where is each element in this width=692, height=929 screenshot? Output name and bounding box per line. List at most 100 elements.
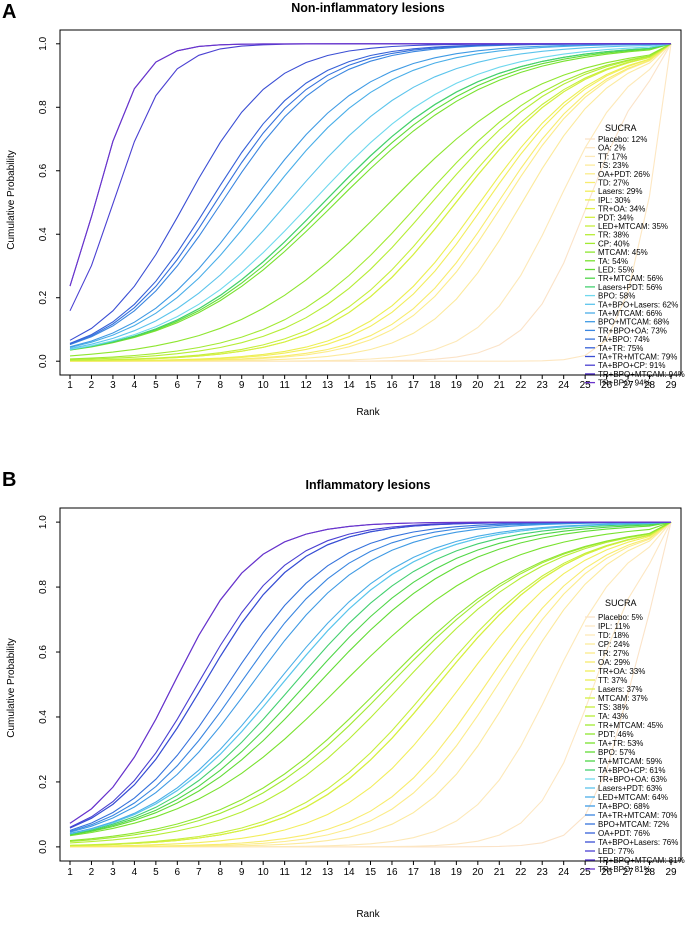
x-tick-label: 11 [279, 867, 290, 878]
x-tick-label: 2 [89, 380, 95, 391]
series-line [70, 43, 672, 362]
series-line [70, 43, 672, 362]
x-tick-label: 19 [451, 867, 463, 878]
legend-label: TR+OA: 33% [598, 667, 645, 676]
series-line [69, 521, 672, 847]
x-tick-label: 29 [665, 380, 677, 391]
chart-a-title: Non-inflammatory lesions [291, 1, 445, 15]
series-line [69, 43, 672, 351]
x-tick-label: 19 [451, 380, 463, 391]
x-tick-label: 20 [472, 867, 484, 878]
legend-label: TA+BPO: 68% [598, 802, 650, 811]
series-line [69, 521, 671, 824]
series-line [69, 43, 672, 362]
series-line [69, 521, 672, 848]
x-tick-label: 3 [110, 867, 116, 878]
legend-label: TA+BPO+CP: 61% [598, 766, 665, 775]
chart-a-y-axis: 0.0 0.2 0.4 0.6 0.8 1.0 [38, 36, 60, 368]
x-tick-label: 26 [601, 867, 613, 878]
legend-label: TA+BPO+CP: 91% [598, 361, 665, 370]
legend-label: TT: 17% [598, 152, 627, 161]
series-line [69, 43, 672, 351]
legend-label: TR+OA: 34% [598, 205, 645, 214]
x-tick-label: 17 [408, 867, 420, 878]
x-tick-label: 3 [110, 380, 116, 391]
legend-label: TA+BPO: 74% [598, 335, 650, 344]
legend-label: TS: 23% [598, 161, 629, 170]
x-tick-label: 6 [175, 380, 181, 391]
legend-label: TR: 38% [598, 231, 629, 240]
x-tick-label: 23 [537, 380, 549, 391]
series-line [69, 521, 672, 836]
x-tick-label: 1 [67, 380, 73, 391]
legend-label: IPL: 30% [598, 196, 630, 205]
x-tick-label: 26 [601, 380, 613, 391]
x-tick-label: 15 [365, 867, 377, 878]
series-line [69, 521, 672, 835]
legend-label: IPL: 11% [598, 622, 630, 631]
legend-label: TT: 37% [598, 676, 627, 685]
x-tick-label: 25 [580, 380, 592, 391]
series-line [69, 521, 672, 847]
series-line [70, 43, 672, 362]
x-tick-label: 11 [279, 380, 290, 391]
x-tick-label: 9 [239, 380, 245, 391]
legend-label: TR+MTCAM: 56% [598, 274, 663, 283]
legend-label: TR: 27% [598, 649, 629, 658]
legend-label: TR+MTCAM: 45% [598, 721, 663, 730]
x-tick-label: 13 [322, 380, 334, 391]
panel-b: B Inflammatory lesions 1 2 3 4 5 6 7 8 9 10 11 12 13… [0, 462, 692, 924]
legend-label: TA+BPO+Lasers: 76% [598, 838, 678, 847]
x-tick-label: 27 [623, 380, 635, 391]
x-tick-label: 24 [558, 380, 570, 391]
chart-b-svg: B Inflammatory lesions 1 2 3 4 5 6 7 8 9 10 11 12 13… [2, 469, 685, 920]
series-line [69, 43, 672, 346]
series-line [69, 43, 671, 312]
y-tick-label: 1.0 [38, 36, 49, 50]
legend-label: TA: 54% [598, 257, 628, 266]
chart-a-x-axis: 1 2 3 4 5 6 7 8 9 10 11 12 13 14 15 16 17 18 19 20 21 22 23 24 2… [67, 375, 677, 391]
x-tick-label: 28 [644, 380, 656, 391]
x-tick-label: 7 [196, 867, 202, 878]
x-tick-label: 17 [408, 380, 420, 391]
x-tick-label: 12 [301, 867, 313, 878]
legend-label: MTCAM: 45% [598, 248, 648, 257]
legend-label: TA+BPO+Lasers: 62% [598, 300, 678, 309]
legend-label: BPO: 57% [598, 748, 635, 757]
series-line [69, 521, 672, 848]
legend-label: PDT: 46% [598, 730, 634, 739]
legend-label: Lasers: 37% [598, 685, 642, 694]
legend-label: Lasers: 29% [598, 187, 642, 196]
y-tick-label: 0.0 [38, 839, 49, 853]
legend-label: TA: 43% [598, 712, 628, 721]
y-tick-label: 0.6 [38, 163, 49, 177]
x-tick-label: 27 [623, 867, 635, 878]
series-line [69, 521, 672, 846]
legend-label: TA+MTCAM: 59% [598, 757, 662, 766]
x-tick-label: 16 [386, 380, 398, 391]
series-line [69, 521, 672, 831]
x-tick-label: 22 [515, 380, 527, 391]
chart-b-curves [69, 521, 672, 848]
chart-a-curves [69, 43, 672, 362]
legend-label: TA+TR: 53% [598, 739, 643, 748]
series-line [69, 521, 672, 842]
legend-label: OA: 29% [598, 658, 630, 667]
chart-b-y-axis-title: Cumulative Probability [6, 638, 17, 738]
x-tick-label: 5 [153, 380, 159, 391]
x-tick-label: 9 [239, 867, 245, 878]
legend-label: LED+MTCAM: 35% [598, 222, 668, 231]
series-line [70, 521, 672, 848]
x-tick-label: 24 [558, 867, 570, 878]
y-tick-label: 0.6 [38, 645, 49, 659]
legend-label: TR+BPO+MTCAM: 81% [598, 856, 685, 865]
series-line [69, 43, 671, 344]
x-tick-label: 8 [217, 380, 223, 391]
x-tick-label: 22 [515, 867, 527, 878]
series-line [69, 43, 672, 350]
x-tick-label: 6 [175, 867, 181, 878]
y-tick-label: 0.2 [38, 290, 49, 304]
legend-label: OA+PDT: 26% [598, 170, 650, 179]
legend-label: Lasers+PDT: 63% [598, 784, 662, 793]
